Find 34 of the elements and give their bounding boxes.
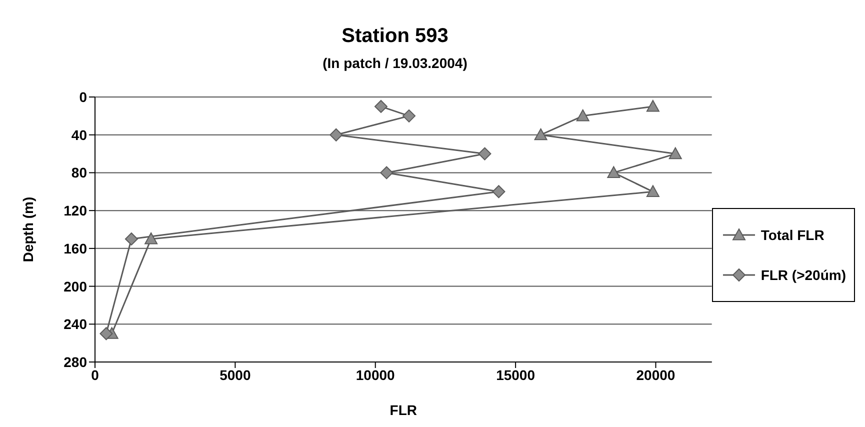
point — [100, 327, 113, 340]
legend-label: FLR (>20úm) — [760, 266, 846, 282]
point — [402, 109, 416, 122]
point — [144, 232, 158, 244]
point — [534, 128, 548, 140]
point — [607, 166, 620, 178]
point — [646, 100, 660, 112]
x-tick-label: 20000 — [636, 366, 676, 383]
y-tick-label: 200 — [64, 278, 88, 294]
point — [124, 232, 138, 246]
x-tick-label: 10000 — [356, 366, 396, 383]
y-tick-label: 120 — [64, 202, 88, 219]
x-tick-label: 0 — [91, 366, 100, 383]
y-tick-label: 160 — [64, 240, 88, 256]
point — [478, 147, 492, 160]
y-tick-label: 0 — [79, 88, 88, 105]
chart-subtitle: (In patch / 19.03.2004) — [322, 55, 468, 71]
point — [668, 147, 682, 160]
x-tick-label: 5000 — [220, 366, 251, 383]
point — [576, 109, 590, 122]
y-tick-label: 80 — [71, 164, 88, 181]
y-tick-label: 240 — [64, 316, 88, 332]
legend-label: Total FLR — [760, 226, 824, 242]
x-tick-label: 15000 — [496, 366, 536, 383]
x-axis-title: FLR — [390, 402, 418, 418]
point — [646, 185, 660, 197]
point — [380, 166, 394, 180]
chart-title: Station 593 — [342, 25, 448, 47]
y-tick-label: 40 — [71, 126, 88, 143]
y-tick-label: 280 — [64, 354, 88, 370]
point — [492, 185, 506, 198]
point — [330, 128, 343, 142]
y-axis-title: Depth (m) — [20, 196, 36, 262]
point — [374, 100, 388, 113]
